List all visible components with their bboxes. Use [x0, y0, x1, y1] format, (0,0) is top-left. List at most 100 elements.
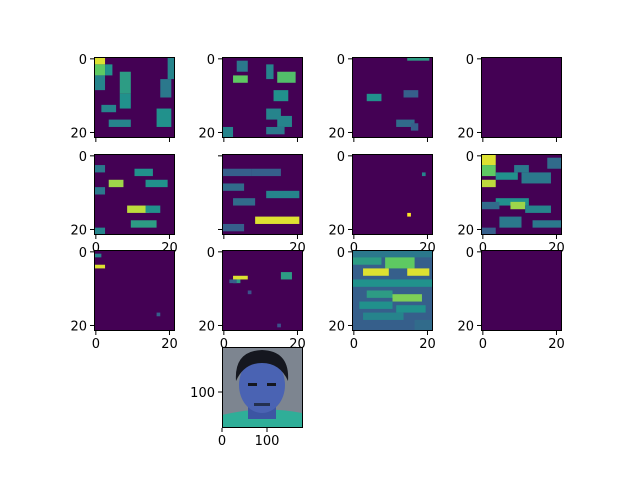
heatmap-cell-9: [499, 216, 522, 228]
photo-face: [239, 357, 285, 413]
y-tick-label-1: 20: [70, 223, 87, 238]
heatmap-cell-1: [366, 93, 382, 102]
y-tick-label-0: 100: [190, 386, 215, 401]
y-tick-label-0: 0: [337, 150, 345, 165]
y-tick-label-1: 20: [328, 126, 345, 141]
x-tick-label-1: 20: [161, 337, 178, 352]
heatmap-background: [352, 57, 433, 138]
panel-frame: [222, 57, 303, 138]
panel-7-image: [352, 154, 433, 235]
x-tick-label-0: 0: [92, 337, 100, 352]
heatmap-cell-6: [222, 223, 245, 232]
panel-frame: [481, 250, 562, 331]
y-tick-label-0: 0: [79, 150, 87, 165]
heatmap-cell-0: [407, 57, 430, 61]
y-tick-label-1: 20: [457, 319, 474, 334]
heatmap-background: [94, 250, 175, 331]
heatmap-cell-6: [101, 104, 117, 113]
x-tick-label-0: 0: [218, 434, 226, 449]
x-tick-label-0: 0: [92, 241, 100, 256]
heatmap-cell-10: [363, 312, 404, 320]
panel-frame: [352, 57, 433, 138]
heatmap-cell-0: [352, 250, 433, 258]
photo-eye-left: [248, 383, 257, 386]
x-tick-label-1: 100: [255, 434, 280, 449]
panel-frame: [481, 154, 562, 235]
y-tick-label-1: 20: [328, 223, 345, 238]
heatmap-cell-5: [255, 216, 300, 224]
panel-11: 0 20 0 20: [328, 246, 435, 352]
y-tick-label-1: 20: [198, 319, 215, 334]
y-tick-label-0: 0: [337, 53, 345, 68]
heatmap-cell-6: [145, 205, 161, 213]
heatmap-cell-1: [94, 64, 106, 76]
heatmap-cell-4: [514, 165, 529, 173]
heatmap-cell-3: [266, 190, 300, 199]
heatmap-cell-0: [94, 253, 102, 258]
x-tick-label-0: 0: [350, 241, 358, 256]
heatmap-cell-2: [481, 179, 496, 188]
heatmap-cell-5: [119, 93, 131, 109]
heatmap-cell-2: [94, 75, 106, 91]
heatmap-background: [481, 57, 562, 138]
heatmap-cell-2: [222, 183, 245, 191]
y-tick-label-1: 20: [70, 319, 87, 334]
heatmap-cell-1: [236, 60, 248, 72]
heatmap-cell-5: [277, 323, 281, 328]
heatmap-cell-0: [222, 168, 252, 177]
heatmap-cell-2: [134, 168, 153, 177]
heatmap-cell-4: [407, 268, 430, 276]
y-tick-label-0: 0: [79, 53, 87, 68]
heatmap-cell-11: [547, 157, 562, 169]
heatmap-cell-2: [403, 90, 419, 98]
panel-frame: [94, 154, 175, 235]
heatmap-cell-8: [359, 301, 393, 309]
panel-10-image: [222, 250, 303, 331]
y-tick-label-1: 20: [457, 223, 474, 238]
y-tick-label-0: 0: [466, 246, 474, 261]
heatmap-cell-4: [94, 187, 106, 195]
heatmap-cell-2: [156, 312, 161, 317]
heatmap-cell-12: [481, 201, 500, 210]
photo-hair: [235, 350, 289, 381]
heatmap-cell-3: [229, 279, 237, 284]
panel-6: 20: [218, 154, 306, 256]
panel-13: 0 100 100: [190, 347, 303, 449]
y-tick-label-1: 20: [198, 126, 215, 141]
heatmap-cell-0: [94, 165, 106, 173]
x-tick-label-0: 0: [479, 241, 487, 256]
heatmap-cell-1: [108, 179, 124, 188]
panel-frame: [222, 154, 303, 235]
heatmap-cell-3: [396, 119, 415, 127]
panel-11-image: [352, 250, 433, 331]
photo-mouth: [254, 403, 270, 406]
panel-frame: [352, 250, 433, 331]
x-tick-label-0: 0: [220, 337, 228, 352]
y-tick-label-1: 20: [328, 319, 345, 334]
y-tick-label-1: 20: [70, 126, 87, 141]
panel-12-image: [481, 250, 562, 331]
heatmap-cell-7: [392, 294, 422, 302]
y-tick-label-0: 0: [466, 150, 474, 165]
y-tick-label-0: 0: [466, 53, 474, 68]
heatmap-cell-5: [127, 205, 150, 213]
heatmap-cell-1: [407, 212, 411, 217]
panel-3-image: [352, 57, 433, 138]
heatmap-cell-7: [266, 126, 285, 135]
panel-frame: [94, 57, 175, 138]
heatmap-cell-8: [525, 205, 551, 213]
heatmap-cell-13: [481, 227, 496, 235]
heatmap-cell-0: [481, 154, 496, 166]
heatmap-cell-1: [481, 165, 496, 177]
y-tick-label-0: 0: [79, 246, 87, 261]
panel-8-image: [481, 154, 562, 235]
heatmap-cell-0: [421, 172, 426, 177]
heatmap-cell-4: [247, 290, 252, 295]
panel-2-image: [222, 57, 303, 138]
heatmap-cell-5: [521, 172, 551, 184]
heatmap-cell-1: [251, 168, 281, 177]
